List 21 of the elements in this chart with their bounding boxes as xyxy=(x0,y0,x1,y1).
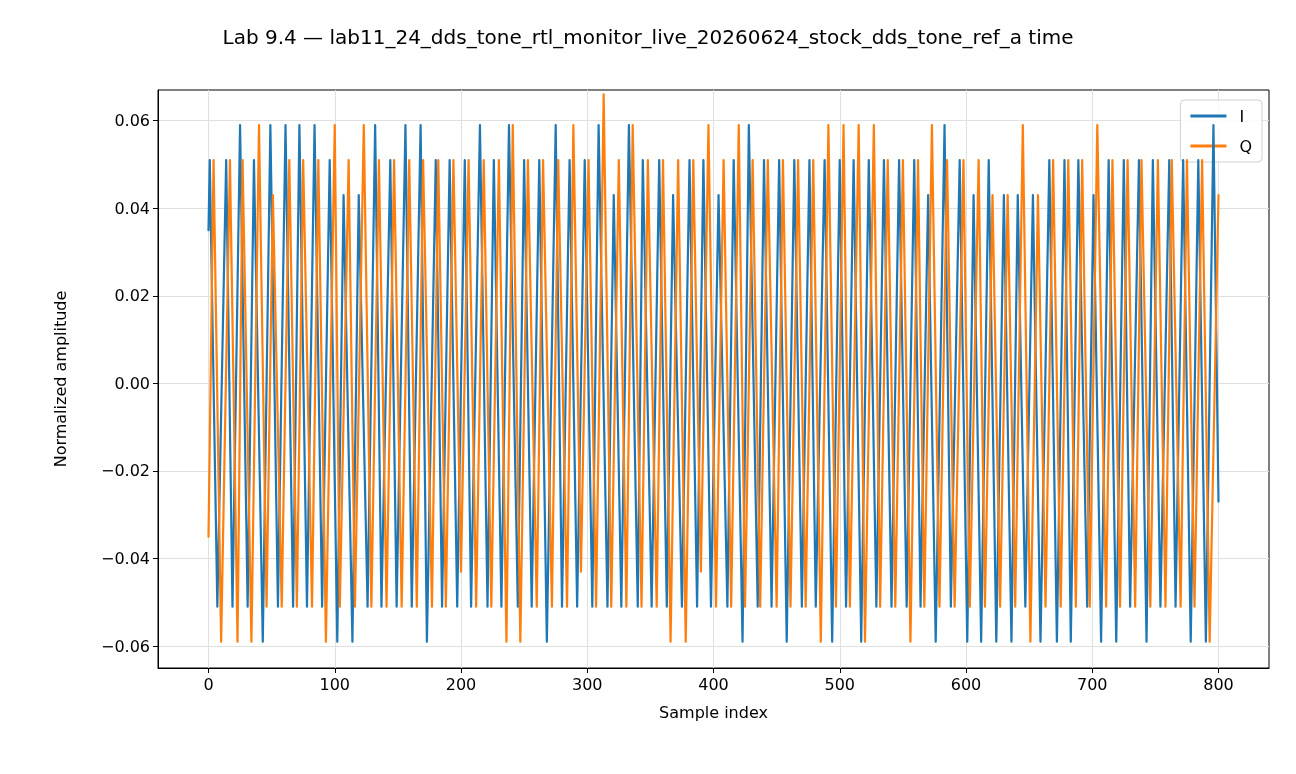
y-tick-label: −0.02 xyxy=(100,461,150,481)
legend-label: I xyxy=(1239,106,1245,126)
x-tick-label: 500 xyxy=(824,674,856,694)
x-axis-title: Sample index xyxy=(659,702,768,722)
x-tick-label: 700 xyxy=(1076,674,1108,694)
y-axis-title: Normalized amplitude xyxy=(50,290,70,468)
x-tick-label: 100 xyxy=(319,674,351,694)
x-tick-label: 600 xyxy=(950,674,982,694)
y-tick-label: 0.06 xyxy=(114,111,150,131)
y-tick-label: 0.02 xyxy=(114,286,150,306)
x-tick-label: 300 xyxy=(571,674,603,694)
x-tick-label: 800 xyxy=(1203,674,1234,694)
x-tick-label: 400 xyxy=(698,674,729,694)
legend-label: Q xyxy=(1239,136,1252,156)
y-tick-label: −0.04 xyxy=(100,549,150,569)
x-tick-label: 0 xyxy=(203,674,214,694)
y-tick-label: 0.04 xyxy=(114,198,150,218)
y-tick-label: 0.00 xyxy=(114,373,150,393)
x-tick-label: 200 xyxy=(445,674,477,694)
y-tick-label: −0.06 xyxy=(100,636,150,656)
chart-title: Lab 9.4 — lab11_24_dds_tone_rtl_monitor_live_20260624_stock_dds_tone_ref_a time xyxy=(222,25,1074,49)
